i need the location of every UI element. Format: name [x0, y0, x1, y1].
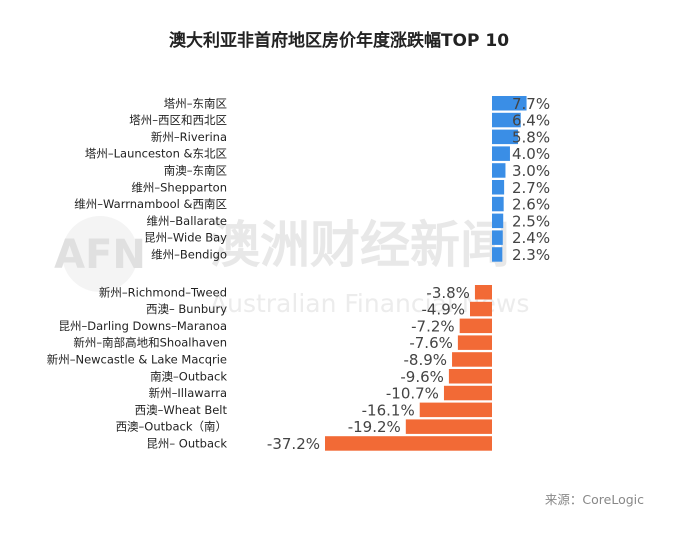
category-label: 西澳– Bunbury: [146, 302, 227, 316]
bar-positive: [492, 146, 510, 161]
category-label: 维州–Shepparton: [131, 180, 227, 194]
data-label: 3.0%: [512, 162, 550, 180]
category-label: 昆州– Outback: [146, 436, 227, 450]
data-label: -7.6%: [409, 334, 453, 352]
data-label: 7.7%: [512, 95, 550, 113]
category-label: 南澳–Outback: [150, 369, 227, 383]
bar-negative: [459, 318, 492, 334]
data-label: 2.5%: [512, 212, 550, 230]
chart-marks: 塔州–东南区 7.7% 塔州–西区和西北区 6.4% 新州–Riverina 5.8% 塔州…: [47, 95, 550, 453]
data-label: 6.4%: [512, 112, 550, 130]
watermark-logo-circle: [62, 216, 138, 292]
data-label: -37.2%: [267, 435, 320, 453]
data-label: -4.9%: [421, 301, 465, 319]
bar-negative: [405, 419, 492, 434]
bar-negative: [419, 402, 492, 418]
category-label: 塔州–西区和西北区: [129, 113, 227, 127]
bar-negative: [457, 335, 492, 350]
category-label: 新州–Illawarra: [149, 386, 227, 400]
bar-positive: [492, 96, 527, 111]
source-note: 来源：CoreLogic: [545, 492, 644, 507]
chart-title: 澳大利亚非首府地区房价年度涨跌幅TOP 10: [169, 30, 509, 51]
data-label: -7.2%: [411, 317, 455, 335]
bar-positive: [492, 129, 519, 145]
category-label: 西澳–Outback（南）: [116, 420, 227, 434]
category-label: 维州–Bendigo: [151, 247, 227, 261]
data-label: 2.7%: [512, 179, 550, 197]
bar-negative: [325, 436, 492, 451]
data-label: 4.0%: [512, 145, 550, 163]
category-label: 维州–Ballarate: [147, 214, 227, 228]
data-label: -9.6%: [400, 368, 444, 386]
data-label: 2.3%: [512, 246, 550, 264]
data-label: -3.8%: [426, 284, 470, 302]
bar-positive: [492, 180, 505, 195]
category-label: 昆州–Darling Downs–Maranoa: [59, 319, 227, 333]
watermark-cn: 澳洲财经新闻: [210, 216, 510, 274]
bar-negative: [452, 352, 492, 367]
category-label: 新州–Riverina: [151, 130, 227, 144]
data-label: -16.1%: [362, 401, 415, 419]
bar-positive: [492, 230, 503, 245]
bar-negative: [474, 285, 492, 300]
category-label: 新州–Newcastle & Lake Macqrie: [47, 352, 227, 366]
category-label: 维州–Warrnambool &西南区: [74, 197, 227, 211]
bar-positive: [492, 247, 503, 262]
category-label: 西澳–Wheat Belt: [135, 403, 228, 417]
bar-positive: [492, 213, 504, 229]
data-label: -19.2%: [348, 418, 401, 436]
bar-negative: [448, 369, 492, 384]
data-label: 5.8%: [512, 128, 550, 146]
category-label: 昆州–Wide Bay: [144, 231, 227, 245]
watermark-logo-text: AFN: [54, 232, 146, 278]
bar-positive: [492, 163, 506, 178]
category-label: 新州–Richmond–Tweed: [99, 285, 227, 299]
data-label: -10.7%: [386, 385, 439, 403]
data-label: 2.6%: [512, 196, 550, 214]
bar-negative: [470, 301, 492, 317]
bar-positive: [492, 112, 521, 128]
category-label: 塔州–Launceston &东北区: [85, 147, 227, 161]
category-label: 新州–南部高地和Shoalhaven: [73, 336, 227, 350]
data-label: -8.9%: [404, 351, 448, 369]
bar-positive: [492, 196, 504, 212]
bar-negative: [443, 385, 492, 401]
category-label: 南澳–东南区: [164, 163, 227, 177]
data-label: 2.4%: [512, 229, 550, 247]
category-label: 塔州–东南区: [164, 96, 227, 110]
